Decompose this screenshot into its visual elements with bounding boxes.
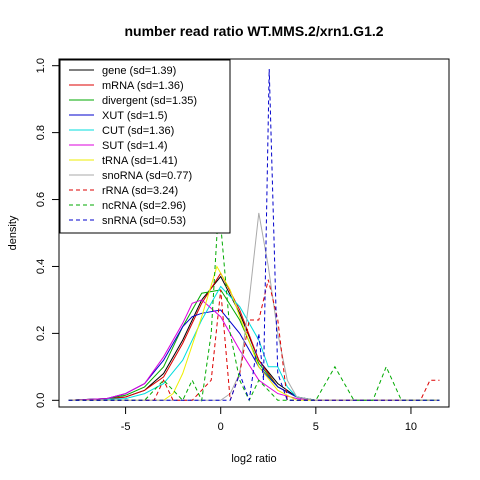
legend-label: rRNA (sd=3.24) [102,185,178,197]
x-tick-label: 5 [313,421,319,433]
legend-label: ncRNA (sd=2.96) [102,200,186,212]
y-axis-label: density [7,215,19,250]
y-tick-label: 0.8 [35,125,47,140]
x-tick-label: -5 [121,421,131,433]
series-line-6 [68,299,440,401]
legend: gene (sd=1.39) mRNA (sd=1.36) divergent (s… [59,59,231,234]
series-line-7 [68,265,440,401]
y-axis: 0.0 0.2 0.4 0.6 0.8 1.0 [35,58,60,408]
series-line-8 [68,212,440,401]
y-tick-label: 0.2 [35,326,47,341]
legend-label: mRNA (sd=1.36) [102,80,184,92]
legend-label: XUT (sd=1.5) [102,110,168,122]
y-tick-label: 0.0 [35,393,47,408]
legend-label: snoRNA (sd=0.77) [102,170,192,182]
legend-box [59,59,231,234]
x-tick-label: 10 [405,421,417,433]
legend-label: gene (sd=1.39) [102,65,176,77]
legend-label: CUT (sd=1.36) [102,125,174,137]
legend-label: divergent (sd=1.35) [102,95,197,107]
legend-label: tRNA (sd=1.41) [102,155,178,167]
chart-title: number read ratio WT.MMS.2/xrn1.G1.2 [124,23,383,39]
y-tick-label: 1.0 [35,58,47,73]
series-lines [68,68,440,403]
legend-label: SUT (sd=1.4) [102,140,168,152]
x-axis: -5 0 5 10 [121,406,417,433]
series-line-2 [68,272,440,401]
x-tick-label: 0 [218,421,224,433]
y-tick-label: 0.4 [35,259,47,274]
series-line-5 [68,285,440,401]
y-tick-label: 0.6 [35,192,47,207]
series-line-3 [68,289,440,401]
series-line-1 [68,275,440,401]
legend-label: snRNA (sd=0.53) [102,215,186,227]
x-axis-label: log2 ratio [231,453,276,465]
series-line-9 [68,279,440,401]
